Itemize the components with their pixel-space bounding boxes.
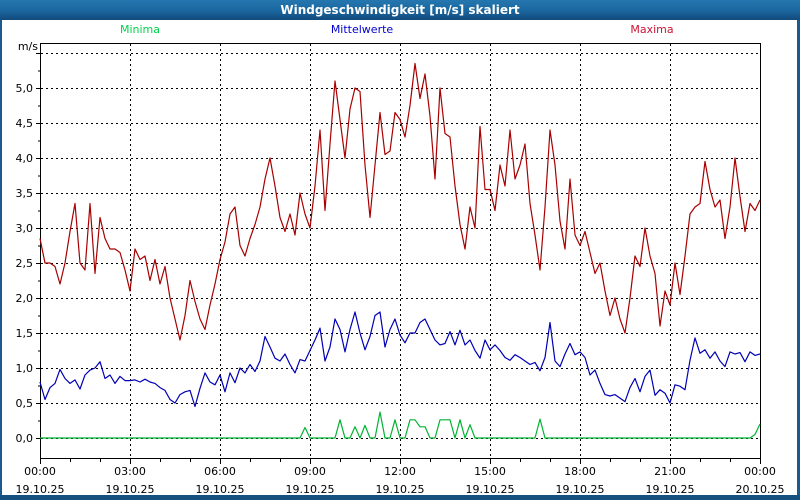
y-tick-label: 1,0	[16, 362, 34, 375]
vertical-gridlines	[130, 44, 671, 457]
series-mittelwerte-line	[39, 311, 761, 408]
x-tick-date-label: 19.10.25	[376, 483, 425, 496]
x-tick-time-label: 18:00	[564, 465, 596, 478]
x-tick-time-label: 00:00	[744, 465, 776, 478]
x-tick-time-label: 21:00	[654, 465, 686, 478]
x-tick-date-label: 19.10.25	[106, 483, 155, 496]
x-tick-date-label: 19.10.25	[16, 483, 65, 496]
window-border-left	[0, 20, 2, 500]
legend-mittelwerte-label: Mittelwerte	[330, 23, 394, 36]
y-tick-label: 4,0	[16, 152, 34, 165]
x-tick-date-label: 19.10.25	[196, 483, 245, 496]
x-tick-time-label: 06:00	[204, 465, 236, 478]
x-tick-date-label: 20.10.25	[736, 483, 785, 496]
window-title-bar[interactable]: Windgeschwindigkeit [m/s] skaliert	[0, 0, 800, 20]
y-tick-label: 4,5	[16, 117, 34, 130]
y-tick-label: 2,0	[16, 292, 34, 305]
y-tick-label: 3,5	[16, 187, 34, 200]
series-maxima-line	[39, 62, 761, 341]
x-tick-time-label: 15:00	[474, 465, 506, 478]
x-axis-ticks	[40, 458, 761, 464]
series-minima-line	[40, 411, 761, 439]
x-tick-date-label: 19.10.25	[556, 483, 605, 496]
y-tick-label: 2,5	[16, 257, 34, 270]
window-title: Windgeschwindigkeit [m/s] skaliert	[280, 3, 520, 17]
x-tick-time-label: 12:00	[384, 465, 416, 478]
x-axis-labels: 00:00 19.10.25 03:00 19.10.25 06:00 19.10.25 0…	[16, 465, 785, 496]
y-axis-ticks	[36, 53, 40, 439]
y-tick-label: 5,0	[16, 82, 34, 95]
legend-minima-label: Minima	[119, 23, 161, 36]
y-tick-label: 0,0	[16, 432, 34, 445]
y-tick-label: 3,0	[16, 222, 34, 235]
x-tick-time-label: 09:00	[294, 465, 326, 478]
x-tick-time-label: 03:00	[114, 465, 146, 478]
legend-maxima-label: Maxima	[630, 23, 674, 36]
window-border-right	[797, 20, 800, 500]
x-tick-time-label: 00:00	[24, 465, 56, 478]
y-axis-labels: 0,0 0,5 1,0 1,5 2,0 2,5 3,0 3,5 4,0 4,5 5,0	[16, 82, 34, 445]
window-border-bottom	[0, 495, 800, 500]
x-tick-date-label: 19.10.25	[286, 483, 335, 496]
x-tick-date-label: 19.10.25	[646, 483, 695, 496]
y-tick-label: 1,5	[16, 327, 34, 340]
y-tick-label: 0,5	[16, 397, 34, 410]
x-tick-date-label: 19.10.25	[466, 483, 515, 496]
y-axis-unit-label: m/s	[17, 40, 38, 53]
